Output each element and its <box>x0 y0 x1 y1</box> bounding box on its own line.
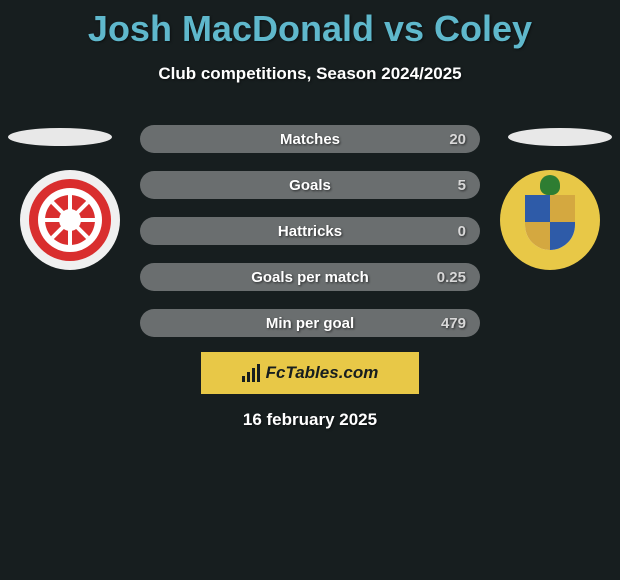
stat-label: Goals <box>289 177 331 194</box>
stat-value: 479 <box>441 315 466 332</box>
left-team-badge <box>20 170 120 270</box>
date-display: 16 february 2025 <box>0 410 620 430</box>
stat-value: 5 <box>458 177 466 194</box>
stat-row-min-per-goal: Min per goal 479 <box>140 309 480 337</box>
hartlepool-badge-icon <box>29 179 111 261</box>
stat-label: Min per goal <box>266 315 354 332</box>
brand-text: FcTables.com <box>266 363 379 383</box>
right-ellipse-shadow <box>508 128 612 146</box>
stat-row-goals: Goals 5 <box>140 171 480 199</box>
stat-value: 0 <box>458 223 466 240</box>
page-title: Josh MacDonald vs Coley <box>0 0 620 50</box>
stat-row-hattricks: Hattricks 0 <box>140 217 480 245</box>
ship-wheel-icon <box>38 188 102 252</box>
stat-label: Matches <box>280 131 340 148</box>
stat-row-goals-per-match: Goals per match 0.25 <box>140 263 480 291</box>
subtitle: Club competitions, Season 2024/2025 <box>0 64 620 84</box>
stat-label: Hattricks <box>278 223 342 240</box>
stat-row-matches: Matches 20 <box>140 125 480 153</box>
sutton-crest-icon <box>525 190 575 250</box>
stat-label: Goals per match <box>251 269 369 286</box>
bar-chart-icon <box>242 364 260 382</box>
left-ellipse-shadow <box>8 128 112 146</box>
comparison-card: Josh MacDonald vs Coley Club competition… <box>0 0 620 84</box>
stat-value: 20 <box>449 131 466 148</box>
stats-table: Matches 20 Goals 5 Hattricks 0 Goals per… <box>140 125 480 355</box>
stat-value: 0.25 <box>437 269 466 286</box>
brand-badge[interactable]: FcTables.com <box>201 352 419 394</box>
right-team-badge <box>500 170 600 270</box>
